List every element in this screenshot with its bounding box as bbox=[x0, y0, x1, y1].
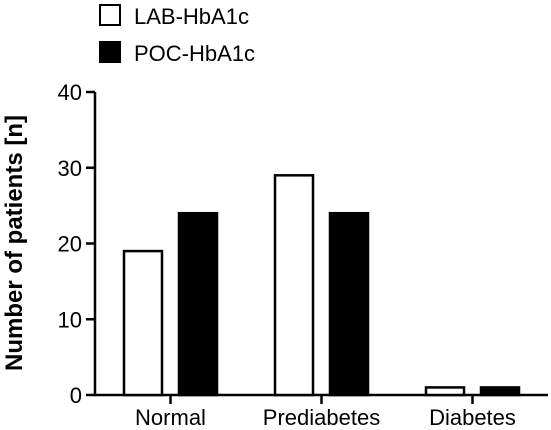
legend-label: POC-HbA1c bbox=[134, 41, 255, 66]
x-tick-label: Normal bbox=[135, 405, 206, 430]
y-tick-label: 40 bbox=[58, 80, 82, 105]
y-axis: 0 10 20 30 40 bbox=[58, 80, 97, 408]
bar-poc-hba1c-diabetes bbox=[479, 386, 521, 397]
bar-lab-hba1c-normal bbox=[122, 249, 164, 397]
bar-lab-hba1c-diabetes bbox=[424, 386, 466, 397]
x-axis: Normal Prediabetes Diabetes bbox=[94, 393, 548, 430]
bar-poc-hba1c-prediabetes bbox=[328, 211, 370, 397]
legend-swatch bbox=[99, 41, 121, 63]
bar-lab-hba1c-prediabetes bbox=[273, 174, 315, 397]
y-tick-label: 0 bbox=[70, 383, 82, 408]
y-axis-label: Number of patients [n] bbox=[1, 115, 28, 371]
x-tick-label: Prediabetes bbox=[263, 405, 380, 430]
legend-swatch bbox=[99, 4, 121, 26]
y-tick-label: 30 bbox=[58, 156, 82, 181]
bars bbox=[122, 174, 521, 397]
y-tick-label: 10 bbox=[58, 307, 82, 332]
y-tick-label: 20 bbox=[58, 232, 82, 257]
legend: LAB-HbA1c POC-HbA1c bbox=[99, 4, 255, 66]
bar-poc-hba1c-normal bbox=[177, 211, 219, 397]
legend-label: LAB-HbA1c bbox=[134, 4, 249, 29]
x-tick-label: Diabetes bbox=[429, 405, 516, 430]
